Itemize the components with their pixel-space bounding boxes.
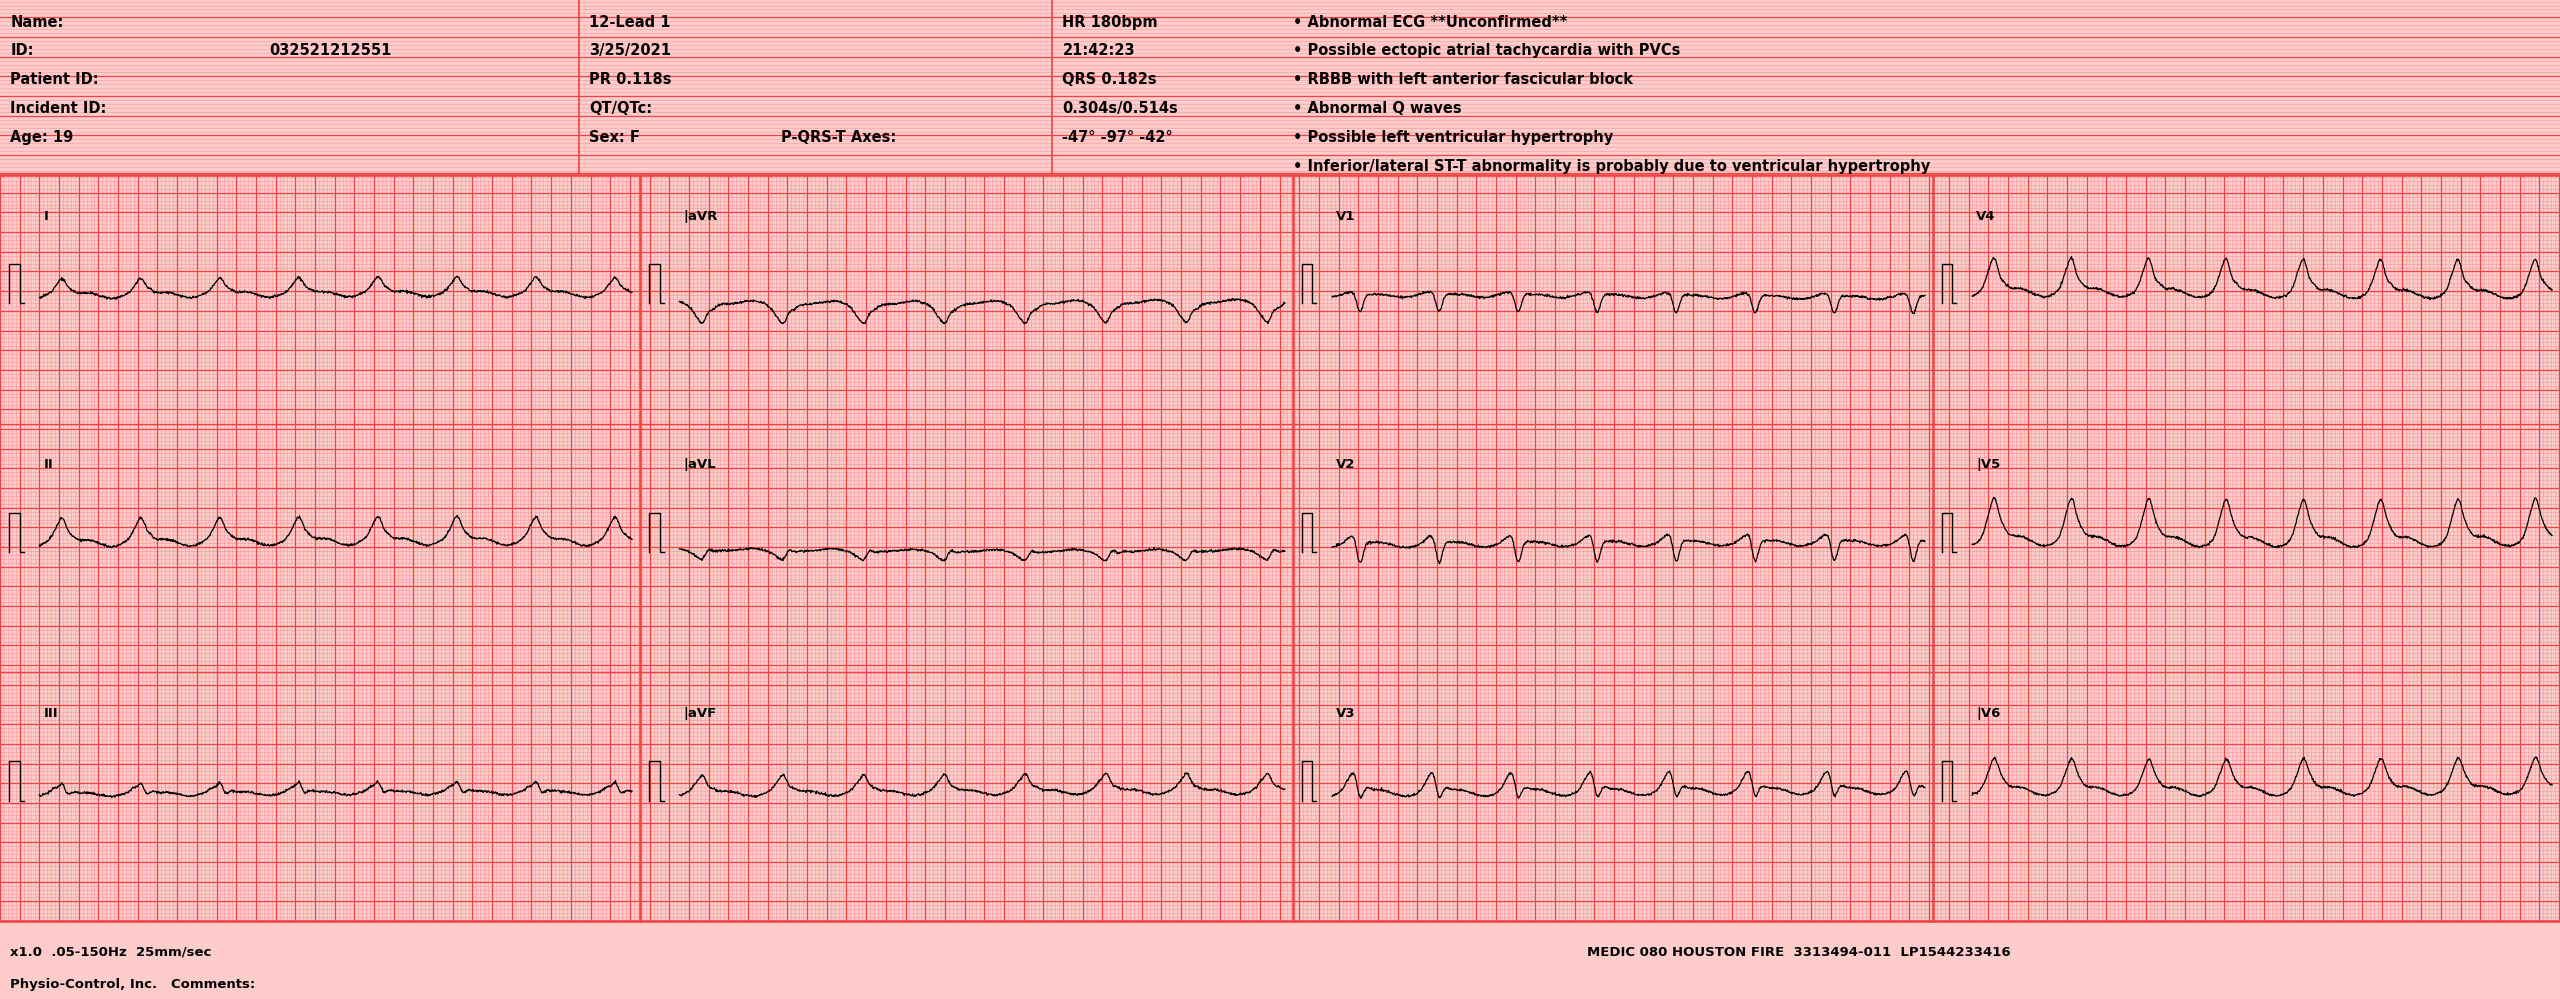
Text: • Possible left ventricular hypertrophy: • Possible left ventricular hypertrophy	[1293, 130, 1613, 146]
Text: Age: 19: Age: 19	[10, 130, 74, 146]
Text: II: II	[44, 459, 54, 472]
Text: • Possible ectopic atrial tachycardia with PVCs: • Possible ectopic atrial tachycardia wi…	[1293, 43, 1679, 59]
Text: Patient ID:: Patient ID:	[10, 72, 100, 88]
Text: Incident ID:: Incident ID:	[10, 101, 108, 117]
Text: I: I	[44, 210, 49, 223]
Text: V4: V4	[1976, 210, 1997, 223]
Text: PR 0.118s: PR 0.118s	[589, 72, 671, 88]
Text: V3: V3	[1336, 707, 1357, 720]
Text: • Abnormal Q waves: • Abnormal Q waves	[1293, 101, 1462, 117]
Text: |V5: |V5	[1976, 459, 1999, 472]
Text: P-QRS-T Axes:: P-QRS-T Axes:	[781, 130, 896, 146]
Text: • Abnormal ECG **Unconfirmed**: • Abnormal ECG **Unconfirmed**	[1293, 15, 1567, 31]
Text: 0.304s/0.514s: 0.304s/0.514s	[1062, 101, 1178, 117]
Text: • RBBB with left anterior fascicular block: • RBBB with left anterior fascicular blo…	[1293, 72, 1633, 88]
Text: V1: V1	[1336, 210, 1354, 223]
Text: HR 180bpm: HR 180bpm	[1062, 15, 1157, 31]
Text: Physio-Control, Inc.   Comments:: Physio-Control, Inc. Comments:	[10, 978, 256, 991]
Text: V2: V2	[1336, 459, 1354, 472]
Text: Name:: Name:	[10, 15, 64, 31]
Text: x1.0  .05-150Hz  25mm/sec: x1.0 .05-150Hz 25mm/sec	[10, 946, 212, 959]
Text: |aVL: |aVL	[684, 459, 717, 472]
Text: MEDIC 080 HOUSTON FIRE  3313494-011  LP1544233416: MEDIC 080 HOUSTON FIRE 3313494-011 LP154…	[1587, 946, 2010, 959]
Text: III: III	[44, 707, 59, 720]
Text: QT/QTc:: QT/QTc:	[589, 101, 653, 117]
Text: 3/25/2021: 3/25/2021	[589, 43, 671, 59]
Text: • Inferior/lateral ST-T abnormality is probably due to ventricular hypertrophy: • Inferior/lateral ST-T abnormality is p…	[1293, 159, 1930, 175]
Text: |V6: |V6	[1976, 707, 1999, 720]
Text: ID:: ID:	[10, 43, 33, 59]
Text: |aVF: |aVF	[684, 707, 717, 720]
Text: 12-Lead 1: 12-Lead 1	[589, 15, 671, 31]
Text: QRS 0.182s: QRS 0.182s	[1062, 72, 1157, 88]
Text: 032521212551: 032521212551	[269, 43, 392, 59]
Text: -47° -97° -42°: -47° -97° -42°	[1062, 130, 1172, 146]
Text: 21:42:23: 21:42:23	[1062, 43, 1134, 59]
Text: Sex: F: Sex: F	[589, 130, 640, 146]
Text: |aVR: |aVR	[684, 210, 717, 223]
